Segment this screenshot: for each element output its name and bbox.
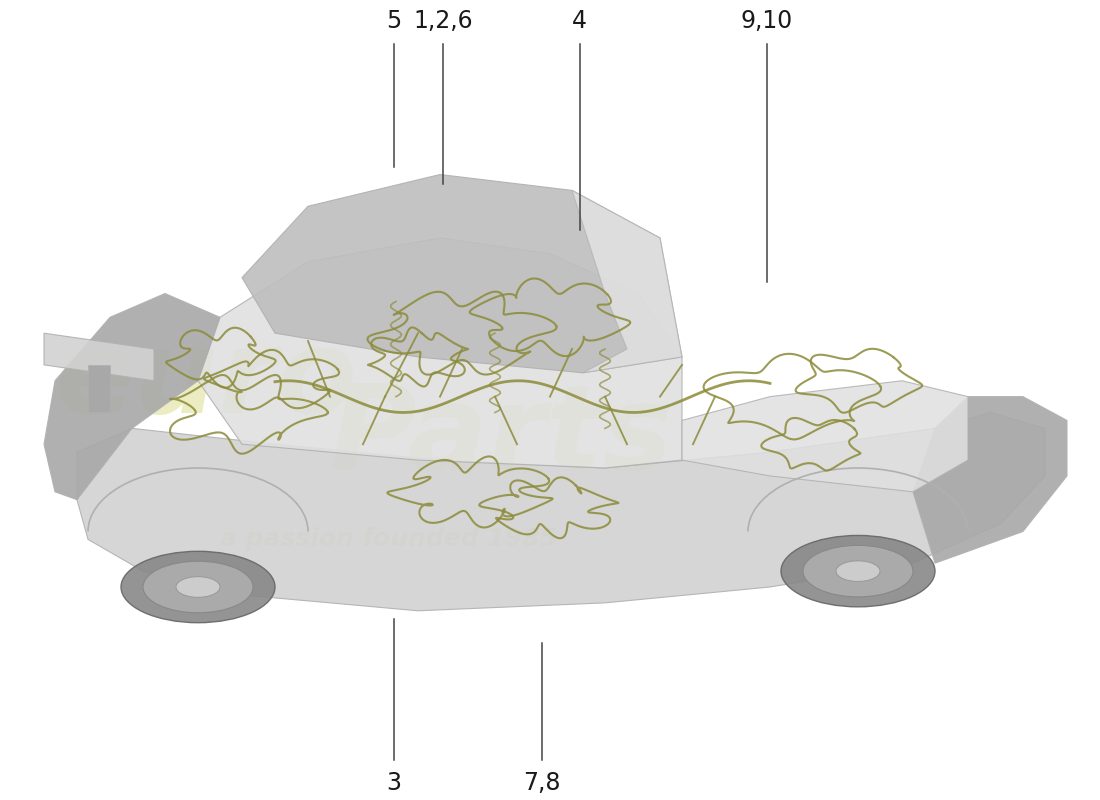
Polygon shape [44, 294, 220, 500]
Text: 7,8: 7,8 [524, 771, 561, 795]
Polygon shape [913, 397, 1067, 563]
Polygon shape [682, 381, 968, 492]
Text: Parts: Parts [330, 378, 673, 494]
Polygon shape [44, 333, 154, 381]
Text: a passion founded 1985: a passion founded 1985 [220, 527, 557, 551]
Ellipse shape [176, 577, 220, 598]
Polygon shape [88, 365, 110, 413]
Ellipse shape [803, 546, 913, 597]
Polygon shape [242, 174, 682, 373]
Polygon shape [198, 238, 682, 468]
Ellipse shape [781, 535, 935, 607]
Text: 3: 3 [386, 771, 402, 795]
Polygon shape [77, 413, 1045, 611]
Polygon shape [572, 190, 682, 373]
Text: 4: 4 [572, 10, 587, 34]
Text: 1,2,6: 1,2,6 [414, 10, 473, 34]
Ellipse shape [121, 551, 275, 622]
Ellipse shape [143, 562, 253, 613]
Ellipse shape [836, 561, 880, 582]
Text: 5: 5 [386, 10, 402, 34]
Text: euro: euro [55, 323, 359, 438]
Text: 9,10: 9,10 [740, 10, 793, 34]
